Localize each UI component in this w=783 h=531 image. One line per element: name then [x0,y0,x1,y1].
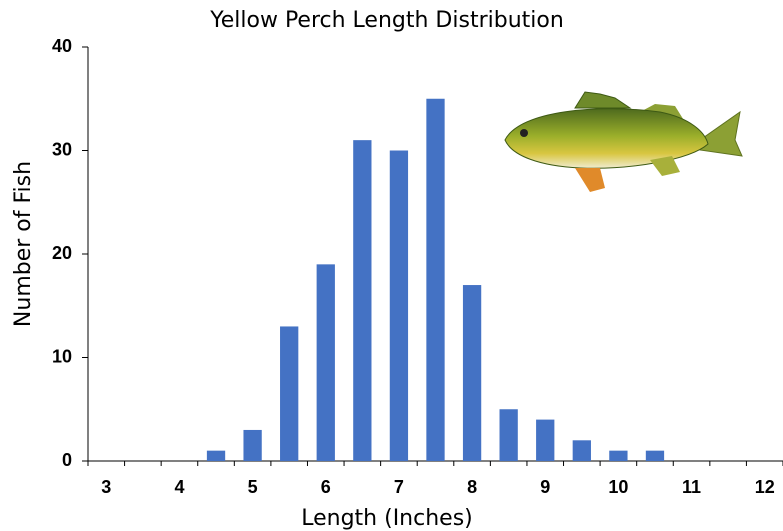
chart-title: Yellow Perch Length Distribution [209,8,564,33]
y-tick-label: 0 [62,450,72,470]
bar [463,285,481,461]
x-tick-label: 3 [101,477,111,497]
bar [317,264,335,461]
x-tick-label: 9 [540,477,550,497]
bar [243,430,261,461]
x-tick-label: 6 [321,477,331,497]
x-tick-label: 11 [682,477,701,497]
chart: Yellow Perch Length Distribution Length … [0,0,783,531]
y-tick-label: 30 [52,139,72,159]
fish-illustration [505,92,742,192]
bar [646,451,664,461]
bar [207,451,225,461]
x-axis-title: Length (Inches) [301,506,473,531]
y-axis-title: Number of Fish [11,161,36,327]
y-tick-label: 20 [52,243,72,263]
bar [390,151,408,462]
bar [280,326,298,461]
x-tick-label: 7 [394,477,404,497]
bar [500,409,518,461]
bar [353,140,371,461]
bar [426,99,444,461]
x-tick-label: 4 [174,477,184,497]
x-tick-label: 12 [755,477,775,497]
bar [536,420,554,461]
x-tick-label: 10 [608,477,628,497]
bar [609,451,627,461]
x-tick-label: 8 [467,477,477,497]
x-tick-label: 5 [248,477,258,497]
y-tick-label: 40 [52,36,72,56]
y-tick-label: 10 [52,346,72,366]
bar [573,440,591,461]
